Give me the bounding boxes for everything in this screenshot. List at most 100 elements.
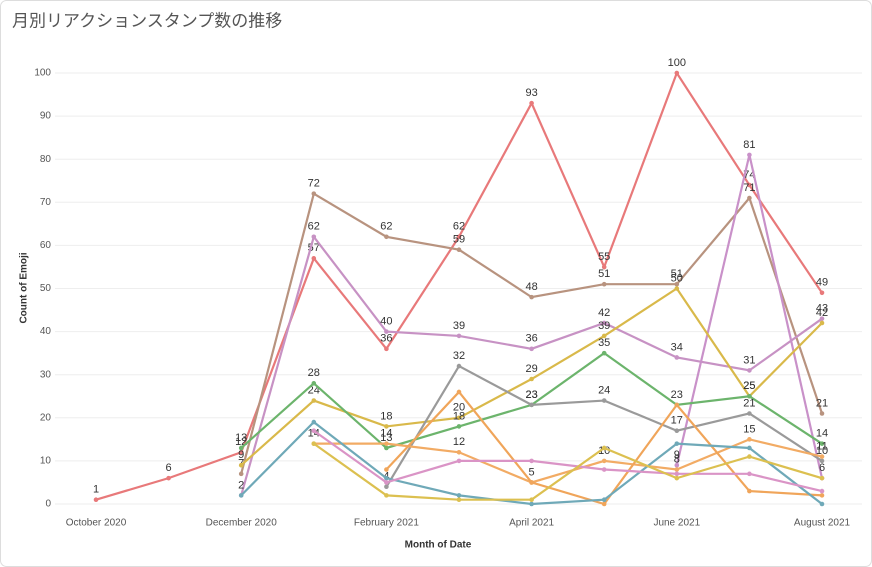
data-label: 35 [598, 337, 610, 349]
point [384, 234, 389, 240]
point [456, 389, 462, 395]
y-axis-label: Count of Emoji [19, 252, 30, 323]
y-tick-label: 100 [34, 68, 51, 79]
y-tick-label: 10 [40, 456, 52, 467]
point [819, 501, 825, 507]
series-line [313, 429, 823, 493]
point [311, 441, 317, 446]
point [747, 437, 752, 442]
data-label: 9 [238, 449, 244, 461]
data-label: 15 [743, 423, 755, 435]
y-tick-label: 20 [40, 412, 52, 423]
point [529, 376, 534, 382]
point [456, 234, 462, 240]
point [819, 475, 825, 481]
data-label: 17 [671, 415, 683, 427]
y-tick-label: 70 [40, 197, 52, 208]
data-label: 31 [743, 354, 755, 366]
point [529, 497, 534, 502]
y-tick-label: 90 [40, 111, 52, 122]
point [747, 445, 752, 451]
point [747, 182, 752, 188]
point [529, 480, 534, 485]
point [238, 471, 244, 477]
point [529, 294, 534, 300]
data-label: 24 [598, 384, 610, 396]
point [747, 368, 752, 373]
x-tick-label: August 2021 [794, 518, 851, 529]
point [601, 398, 607, 403]
point [529, 346, 534, 352]
data-label: 25 [743, 380, 755, 392]
x-axis-label: Month of Date [405, 540, 472, 551]
data-label: 42 [816, 307, 828, 319]
point [529, 501, 534, 507]
data-label: 14 [380, 428, 392, 440]
data-label: 21 [816, 397, 828, 409]
point [601, 501, 607, 507]
data-label: 55 [598, 251, 610, 263]
point [529, 100, 534, 106]
point [601, 350, 607, 356]
y-tick-label: 50 [40, 283, 52, 294]
data-label: 23 [525, 389, 537, 401]
point [747, 152, 752, 158]
point [456, 415, 462, 421]
data-label: 20 [453, 402, 465, 414]
point [384, 480, 389, 485]
data-label: 25 [743, 380, 755, 392]
point [674, 467, 680, 472]
point [384, 484, 389, 490]
data-label: 49 [816, 277, 828, 289]
data-label: 23 [671, 389, 683, 401]
point [601, 458, 607, 464]
point [747, 411, 752, 416]
point [456, 363, 462, 369]
point [674, 70, 680, 76]
data-label: 28 [308, 367, 320, 379]
point [311, 256, 317, 261]
point [456, 493, 462, 498]
x-tick-label: February 2021 [354, 518, 419, 529]
point [384, 424, 389, 429]
data-label: 34 [671, 341, 683, 353]
data-label: 50 [671, 272, 683, 284]
point [674, 471, 680, 477]
data-label: 48 [525, 281, 537, 293]
x-tick-label: April 2021 [509, 518, 554, 529]
point [601, 264, 607, 270]
point [747, 471, 752, 477]
point [238, 493, 244, 498]
data-label: 12 [453, 436, 465, 448]
chart-title: 月別リアクションスタンプ数の推移 [12, 11, 282, 30]
data-label: 40 [380, 316, 392, 328]
point [166, 475, 171, 481]
point [456, 247, 462, 253]
y-tick-label: 40 [40, 326, 52, 337]
point [456, 458, 462, 464]
point [747, 488, 752, 494]
data-label: 81 [743, 139, 755, 151]
data-label: 21 [743, 397, 755, 409]
data-label: 72 [308, 178, 320, 190]
x-tick-label: October 2020 [66, 518, 127, 529]
data-label: 8 [674, 453, 680, 465]
y-tick-label: 0 [45, 499, 51, 510]
point [311, 419, 317, 425]
data-label: 43 [816, 303, 828, 315]
point [819, 441, 825, 446]
point [747, 393, 752, 399]
point [456, 449, 462, 455]
point [674, 428, 680, 434]
data-label: 10 [816, 445, 828, 457]
data-label: 51 [671, 268, 683, 280]
y-tick-label: 80 [40, 154, 52, 165]
point [601, 445, 607, 451]
point [456, 333, 462, 339]
point [601, 467, 607, 472]
point [674, 441, 680, 446]
data-label: 100 [668, 57, 686, 69]
data-label: 23 [525, 389, 537, 401]
point [674, 462, 680, 468]
